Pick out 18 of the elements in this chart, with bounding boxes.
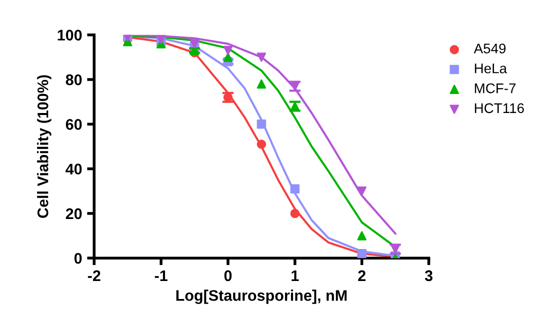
- x-tick-label: -2: [88, 270, 100, 281]
- x-tick-label: 0: [224, 270, 232, 282]
- x-tick-label: 2: [358, 270, 366, 281]
- legend-label: A549: [474, 44, 506, 54]
- y-tick-label: 60: [66, 119, 82, 130]
- x-tick-label: 1: [292, 270, 299, 281]
- x-tick-label: 3: [424, 270, 432, 282]
- legend-label: HCT116: [474, 103, 524, 114]
- x-axis-title: Log[Staurosporine], nM: [176, 290, 347, 304]
- x-tick-label: -1: [154, 270, 168, 281]
- y-axis-title: Cell Viability (100%): [37, 75, 52, 218]
- y-tick-label: 100: [58, 30, 82, 41]
- y-tick-label: 0: [74, 252, 82, 264]
- y-tick-label: 40: [66, 164, 82, 174]
- legend-label: HeLa: [474, 64, 507, 74]
- y-tick-label: 80: [66, 74, 82, 86]
- y-tick-label: 20: [66, 208, 82, 220]
- legend-label: MCF-7: [474, 83, 516, 94]
